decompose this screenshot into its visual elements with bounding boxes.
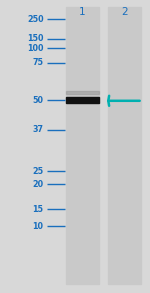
Text: 250: 250: [27, 15, 44, 23]
Text: 10: 10: [33, 222, 43, 231]
Text: 1: 1: [79, 7, 86, 17]
Bar: [66, 7, 99, 284]
Bar: [66, 91, 99, 94]
Text: 20: 20: [32, 180, 44, 188]
Text: 25: 25: [32, 167, 44, 176]
Bar: [66, 97, 99, 103]
Text: 2: 2: [121, 7, 128, 17]
Text: 15: 15: [33, 205, 43, 214]
Text: 50: 50: [33, 96, 43, 105]
Bar: [108, 7, 141, 284]
Text: 75: 75: [33, 59, 43, 67]
Text: 100: 100: [27, 44, 44, 53]
Text: 150: 150: [27, 34, 44, 43]
Text: 37: 37: [33, 125, 43, 134]
